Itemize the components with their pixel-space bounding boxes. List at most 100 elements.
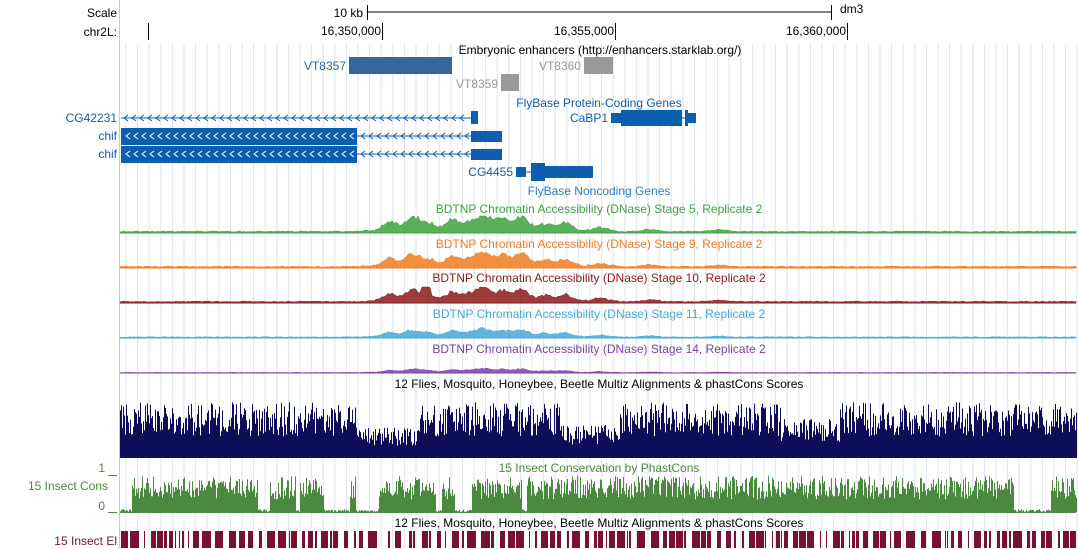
conserved-element[interactable] (467, 531, 476, 548)
phastcons-side-label[interactable]: 15 Insect Cons (28, 479, 108, 493)
conserved-element[interactable] (606, 531, 607, 548)
conserved-element[interactable] (651, 531, 659, 548)
conserved-element[interactable] (182, 531, 184, 548)
conserved-element[interactable] (164, 531, 167, 548)
gene-label-chif[interactable]: chif (98, 147, 117, 161)
conserved-element[interactable] (188, 531, 189, 548)
conserved-element[interactable] (437, 531, 441, 548)
conserved-element[interactable] (1013, 531, 1022, 548)
conserved-element[interactable] (179, 531, 180, 548)
conserved-element[interactable] (321, 531, 328, 548)
conserved-element[interactable] (541, 531, 548, 548)
gene-label-cg4455[interactable]: CG4455 (468, 165, 513, 179)
conserved-element[interactable] (330, 531, 332, 548)
conserved-element[interactable] (239, 531, 245, 548)
conserved-element[interactable] (291, 531, 297, 548)
conserved-element[interactable] (452, 531, 459, 548)
conserved-element[interactable] (799, 531, 806, 548)
conserved-element[interactable] (932, 531, 941, 548)
conserved-element[interactable] (793, 531, 798, 548)
conserved-element[interactable] (409, 531, 412, 548)
conserved-element[interactable] (951, 531, 954, 548)
conserved-element[interactable] (157, 531, 163, 548)
conserved-element[interactable] (629, 531, 631, 548)
conserved-element[interactable] (617, 531, 625, 548)
conserved-element[interactable] (193, 531, 199, 548)
conserved-element[interactable] (974, 531, 981, 548)
conserved-element[interactable] (278, 531, 286, 548)
conserved-element[interactable] (175, 531, 176, 548)
conserved-element[interactable] (550, 531, 555, 548)
conserved-element[interactable] (598, 531, 603, 548)
conserved-element[interactable] (1032, 531, 1036, 548)
conserved-element[interactable] (781, 531, 782, 548)
conserved-element[interactable] (807, 531, 814, 548)
conserved-element[interactable] (445, 531, 446, 548)
enhancers-track[interactable]: Embryonic enhancers (http://enhancers.st… (304, 43, 741, 91)
conserved-element[interactable] (248, 531, 253, 548)
conserved-element[interactable] (215, 531, 223, 548)
dnase-stage10-track[interactable]: BDTNP Chromatin Accessibility (DNase) St… (119, 271, 1077, 304)
conserved-element[interactable] (491, 531, 494, 548)
conserved-element[interactable] (820, 531, 821, 548)
conserved-element[interactable] (684, 531, 686, 548)
conserved-element[interactable] (302, 531, 305, 548)
dnase-stage14-track[interactable]: BDTNP Chromatin Accessibility (DNase) St… (119, 342, 1077, 374)
insect-elements-track[interactable]: 12 Flies, Mosquito, Honeybee, Beetle Mul… (54, 516, 1076, 548)
gene-model-chif[interactable] (121, 128, 502, 145)
enhancer-feature-vt8359[interactable] (501, 74, 519, 91)
enhancer-label-vt8357[interactable]: VT8357 (304, 59, 346, 73)
gene-model-chif[interactable] (121, 146, 502, 163)
conserved-element[interactable] (984, 531, 987, 548)
conserved-element[interactable] (890, 531, 891, 548)
gene-label-cg42231[interactable]: CG42231 (66, 111, 118, 125)
dnase-stage9-track[interactable]: BDTNP Chromatin Accessibility (DNase) St… (119, 237, 1077, 269)
multiz-track[interactable]: 12 Flies, Mosquito, Honeybee, Beetle Mul… (120, 377, 1077, 458)
conserved-element[interactable] (535, 531, 537, 548)
flybase-coding-track[interactable]: FlyBase Protein-Coding Genes CG42231 chi… (66, 96, 696, 181)
conserved-element[interactable] (833, 531, 840, 548)
conserved-element[interactable] (841, 531, 844, 548)
conserved-element[interactable] (516, 531, 524, 548)
conserved-element[interactable] (676, 531, 683, 548)
conserved-element[interactable] (308, 531, 313, 548)
conserved-element[interactable] (169, 531, 173, 548)
conserved-element[interactable] (997, 531, 1000, 548)
conserved-element[interactable] (429, 531, 431, 548)
conserved-element[interactable] (557, 531, 561, 548)
conserved-element[interactable] (151, 531, 156, 548)
conserved-element[interactable] (772, 531, 773, 548)
conserved-element[interactable] (826, 531, 827, 548)
enhancer-feature-vt8357[interactable] (349, 57, 452, 74)
enhancer-label-vt8360[interactable]: VT8360 (539, 59, 581, 73)
conserved-element[interactable] (947, 531, 948, 548)
conserved-element[interactable] (1002, 531, 1007, 548)
conserved-element[interactable] (130, 531, 139, 548)
conserved-element[interactable] (1009, 531, 1011, 548)
conserved-element[interactable] (585, 531, 589, 548)
conserved-element[interactable] (756, 531, 764, 548)
phastcons-track[interactable]: 15 Insect Conservation by PhastCons 15 I… (28, 461, 1077, 513)
conserved-element[interactable] (529, 531, 530, 548)
gene-model-cabp1[interactable] (611, 110, 696, 126)
conserved-element[interactable] (989, 531, 991, 548)
dnase-stage11-track[interactable]: BDTNP Chromatin Accessibility (DNase) St… (119, 307, 1077, 339)
conserved-element[interactable] (144, 531, 145, 548)
conserved-element[interactable] (921, 531, 926, 548)
conserved-element[interactable] (1027, 531, 1030, 548)
conserved-element[interactable] (692, 531, 700, 548)
conserved-element[interactable] (1058, 531, 1060, 548)
enhancer-feature-vt8360[interactable] (584, 57, 613, 74)
conserved-element[interactable] (856, 531, 859, 548)
conserved-element[interactable] (572, 531, 580, 548)
conserved-element[interactable] (637, 531, 645, 548)
conserved-element[interactable] (863, 531, 868, 548)
conserved-element[interactable] (121, 531, 128, 548)
elements-side-label[interactable]: 15 Insect El (54, 534, 117, 548)
conserved-element[interactable] (388, 531, 390, 548)
conserved-element[interactable] (567, 531, 569, 548)
conserved-element[interactable] (765, 531, 766, 548)
conserved-element[interactable] (776, 531, 780, 548)
enhancer-label-vt8359[interactable]: VT8359 (456, 77, 498, 91)
